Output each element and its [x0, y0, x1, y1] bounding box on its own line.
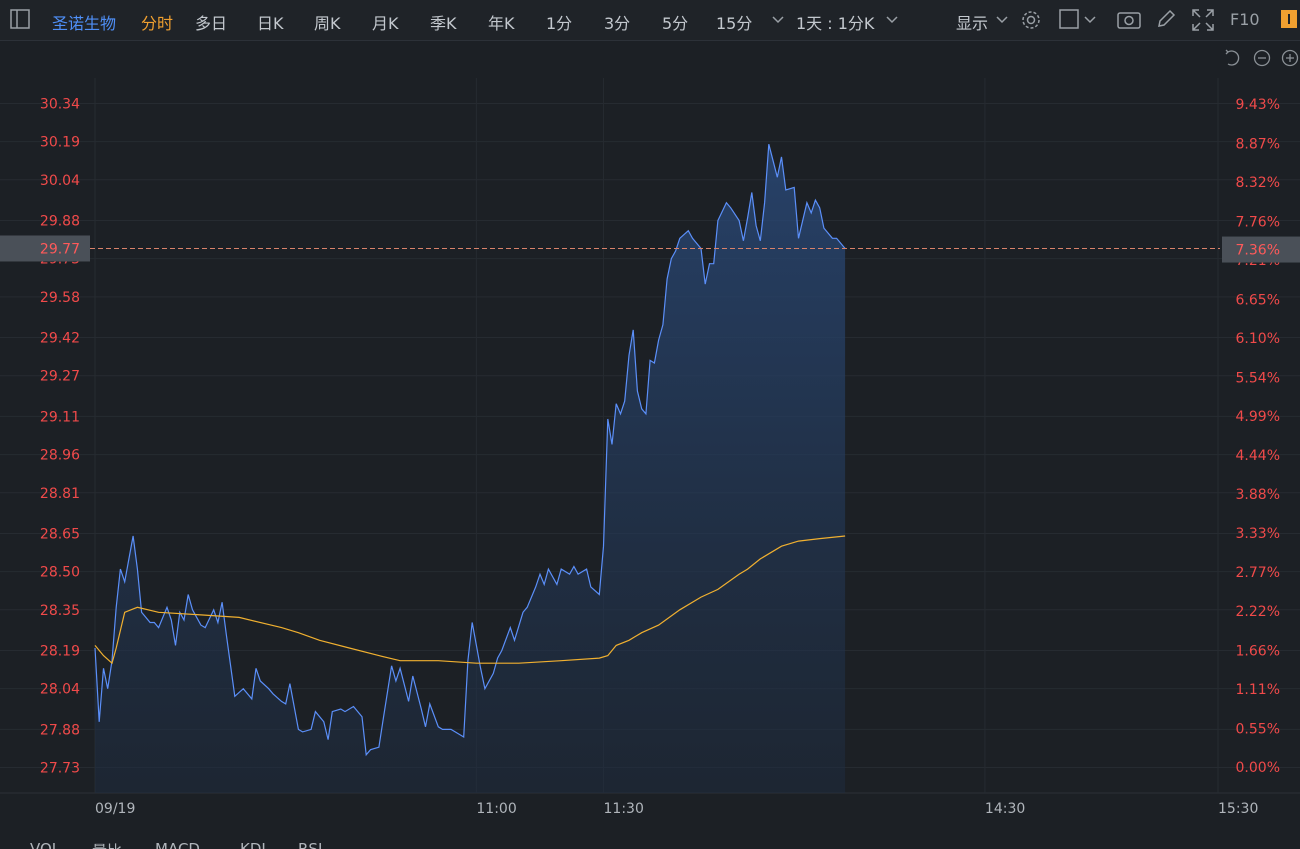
y2-tick-label: 6.65% [1236, 292, 1280, 308]
zoom-in-icon[interactable] [1281, 49, 1299, 67]
chevron[interactable] [1084, 8, 1096, 30]
tab[interactable]: 日K [257, 14, 284, 33]
display-menu[interactable]: 显示 [956, 14, 989, 33]
y-tick-label: 28.96 [40, 448, 80, 464]
layout-icon[interactable] [1058, 8, 1080, 30]
y-tick-label: 30.34 [40, 96, 80, 112]
y-tick-label: 29.88 [40, 213, 80, 229]
chevron[interactable] [996, 8, 1008, 30]
y2-tick-label: 2.77% [1236, 565, 1280, 581]
chart: 27.73 27.88 28.04 28.19 28.35 28.50 28.65 28.81… [0, 49, 1300, 817]
y-tick-label: 27.73 [40, 761, 80, 777]
zoom-controls [1225, 49, 1299, 67]
fullscreen-icon[interactable] [1191, 8, 1215, 32]
y-tick-label: 29.42 [40, 331, 80, 347]
chevron[interactable] [772, 8, 784, 30]
indicator-tab[interactable]: VOL [30, 840, 61, 849]
camera-icon[interactable] [1116, 8, 1142, 30]
y2-tick-label: 3.33% [1236, 526, 1280, 542]
settings-icon[interactable] [1019, 8, 1043, 32]
average-line [94, 535, 846, 665]
y-tick-label: 28.19 [40, 644, 80, 660]
y2-tick-label: 5.54% [1236, 370, 1280, 386]
last-change-label: 7.36% [1236, 243, 1280, 259]
y2-tick-label: 9.43% [1236, 97, 1280, 113]
y2-tick-label: 0.55% [1236, 721, 1280, 737]
y2-tick-label: 2.22% [1236, 604, 1280, 620]
chevron[interactable] [886, 8, 898, 30]
y2-tick-label: 1.66% [1236, 643, 1280, 659]
x-tick-label: 15:30 [1218, 801, 1258, 817]
tab[interactable]: 15分 [716, 14, 753, 33]
stock-name[interactable]: 圣诺生物 [52, 14, 117, 33]
y-tick-label: 28.35 [40, 603, 80, 619]
period-select[interactable]: 1天 : 1分K [796, 14, 875, 33]
y-tick-label: 29.11 [40, 409, 80, 425]
y2-tick-label: 4.99% [1236, 409, 1280, 425]
y2-tick-label: 7.76% [1236, 214, 1280, 230]
last-price-box [0, 235, 90, 262]
tab[interactable]: 5分 [662, 14, 689, 33]
tab[interactable]: 3分 [604, 14, 631, 33]
tab[interactable]: 季K [430, 14, 457, 33]
toolbar: 圣诺生物 分时 多日 日K 周K 月K 季K 年K 1分 3分 5分 15分 1… [0, 0, 1300, 41]
tab[interactable]: 1分 [546, 14, 573, 33]
y2-tick-label: 1.11% [1236, 682, 1280, 698]
y-tick-label: 28.81 [40, 486, 80, 502]
y-tick-label: 28.65 [40, 526, 80, 542]
indicator-tab[interactable]: MACD [155, 840, 200, 849]
y-tick-label: 28.50 [40, 565, 80, 581]
tab[interactable]: 年K [488, 14, 515, 33]
y-tick-label: 30.04 [40, 173, 80, 189]
indicator-tab[interactable]: RSI [298, 840, 323, 849]
panel-icon[interactable] [10, 8, 30, 30]
reset-icon[interactable] [1225, 49, 1240, 66]
y2-tick-label: 6.10% [1236, 331, 1280, 347]
tab[interactable]: 分时 [141, 14, 174, 33]
y-tick-label: 29.58 [40, 290, 80, 306]
y-tick-label: 27.88 [40, 722, 80, 738]
zoom-out-icon[interactable] [1253, 49, 1271, 67]
tab[interactable]: 周K [314, 14, 341, 33]
f10[interactable]: F10 [1230, 10, 1260, 29]
pencil-icon[interactable] [1155, 8, 1177, 30]
y-tick-label: 30.19 [40, 135, 80, 151]
y2-tick-label: 3.88% [1236, 487, 1280, 503]
price-area [95, 144, 846, 793]
indicator-tab[interactable]: 量比 [92, 840, 122, 849]
x-tick-label: 09/19 [95, 801, 135, 817]
x-tick-label: 14:30 [985, 801, 1025, 817]
y2-tick-label: 8.87% [1236, 136, 1280, 152]
y2-tick-label: 4.44% [1236, 448, 1280, 464]
tab[interactable]: 多日 [195, 14, 228, 33]
side-panel-icon[interactable] [1280, 8, 1298, 30]
x-tick-label: 11:30 [604, 801, 644, 817]
y-tick-label: 29.27 [40, 369, 80, 385]
x-tick-label: 11:00 [476, 801, 516, 817]
y-tick-label: 28.04 [40, 682, 80, 698]
last-change-box [1222, 236, 1300, 263]
indicator-tab[interactable]: KDJ [240, 840, 266, 849]
last-price-label: 29.77 [40, 241, 80, 257]
y2-tick-label: 8.32% [1236, 175, 1280, 191]
y2-tick-label: 0.00% [1236, 760, 1280, 776]
tab[interactable]: 月K [372, 14, 399, 33]
